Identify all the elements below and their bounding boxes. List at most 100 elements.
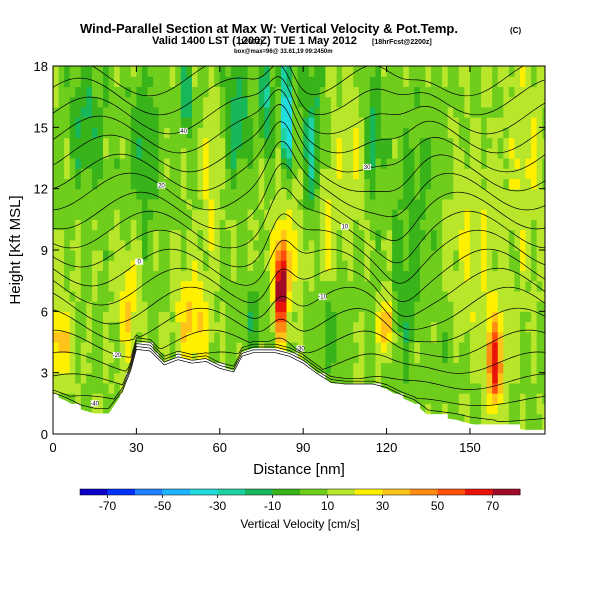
field-cell xyxy=(369,86,377,98)
field-cell xyxy=(319,209,327,220)
field-cell xyxy=(230,250,238,261)
field-cell xyxy=(308,342,315,353)
field-cell xyxy=(236,168,243,180)
field-cell xyxy=(108,290,115,302)
field-cell xyxy=(269,290,276,302)
colorbar-bin xyxy=(162,489,191,495)
field-cell xyxy=(497,413,504,425)
field-cell xyxy=(303,352,310,364)
field-cell xyxy=(86,403,93,415)
field-cell xyxy=(353,147,360,159)
field-cell xyxy=(153,311,160,323)
field-cell xyxy=(175,280,182,292)
field-cell xyxy=(542,301,545,312)
field-cell xyxy=(258,342,265,353)
field-cell xyxy=(280,280,288,292)
field-cell xyxy=(319,127,327,139)
field-cell xyxy=(203,158,210,169)
field-cell xyxy=(453,239,460,251)
field-cell xyxy=(303,147,310,159)
field-cell xyxy=(375,362,382,374)
field-cell xyxy=(536,209,543,220)
field-cell xyxy=(464,290,471,302)
field-cell xyxy=(136,239,143,251)
field-cell xyxy=(75,66,82,77)
field-cell xyxy=(308,331,315,343)
field-cell xyxy=(75,372,82,384)
field-cell xyxy=(53,342,60,353)
field-cell xyxy=(381,137,388,149)
field-cell xyxy=(319,239,327,251)
field-cell xyxy=(108,331,115,343)
field-cell xyxy=(464,127,471,139)
field-cell xyxy=(447,229,454,241)
field-cell xyxy=(519,321,527,333)
y-axis-label: Height [Kft MSL] xyxy=(7,195,24,304)
field-cell xyxy=(219,188,226,200)
field-cell xyxy=(403,270,410,282)
field-cell xyxy=(325,342,332,353)
field-cell xyxy=(358,188,365,200)
field-cell xyxy=(319,86,327,98)
field-cell xyxy=(136,158,143,169)
field-cell xyxy=(114,158,121,169)
field-cell xyxy=(492,96,499,108)
field-cell xyxy=(280,260,288,272)
field-cell xyxy=(330,147,338,159)
field-cell xyxy=(197,106,204,118)
field-cell xyxy=(381,188,388,200)
field-cell xyxy=(536,137,543,149)
field-cell xyxy=(325,178,332,190)
field-cell xyxy=(242,290,249,302)
field-cell xyxy=(80,280,87,292)
field-cell xyxy=(519,413,527,425)
field-cell xyxy=(191,127,199,139)
field-cell xyxy=(230,188,238,200)
field-cell xyxy=(525,178,532,190)
field-cell xyxy=(414,178,421,190)
field-cell xyxy=(253,86,260,98)
field-cell xyxy=(225,229,232,241)
field-cell xyxy=(280,239,288,251)
field-cell xyxy=(264,96,271,108)
field-cell xyxy=(53,311,60,323)
field-cell xyxy=(358,331,365,343)
field-cell xyxy=(225,168,232,180)
field-cell xyxy=(197,260,204,272)
field-cell xyxy=(514,342,521,353)
field-cell xyxy=(325,96,332,108)
field-cell xyxy=(497,147,504,159)
field-cell xyxy=(97,270,104,282)
field-cell xyxy=(242,209,249,220)
field-cell xyxy=(303,250,310,261)
field-cell xyxy=(531,423,538,434)
field-cell xyxy=(275,188,282,200)
field-cell xyxy=(86,86,93,98)
field-cell xyxy=(514,362,521,374)
field-cell xyxy=(508,372,516,384)
field-cell xyxy=(86,270,93,282)
field-cell xyxy=(219,290,226,302)
field-cell xyxy=(364,198,371,210)
field-cell xyxy=(364,290,371,302)
theta-contour-line xyxy=(91,66,524,97)
field-cell xyxy=(147,198,154,210)
field-cell xyxy=(303,311,310,323)
field-cell xyxy=(453,219,460,231)
chart-title-units: (C) xyxy=(510,26,521,35)
field-cell xyxy=(392,239,399,251)
field-cell xyxy=(69,168,76,180)
field-cell xyxy=(469,137,477,149)
field-cell xyxy=(203,117,210,128)
field-cell xyxy=(403,331,410,343)
field-cell xyxy=(75,311,82,323)
field-cell xyxy=(303,219,310,231)
field-cell xyxy=(191,96,199,108)
field-cell xyxy=(492,188,499,200)
field-cell xyxy=(386,301,393,312)
colorbar-bin xyxy=(300,489,328,495)
field-cell xyxy=(286,137,293,149)
field-cell xyxy=(236,188,243,200)
field-cell xyxy=(325,76,332,88)
